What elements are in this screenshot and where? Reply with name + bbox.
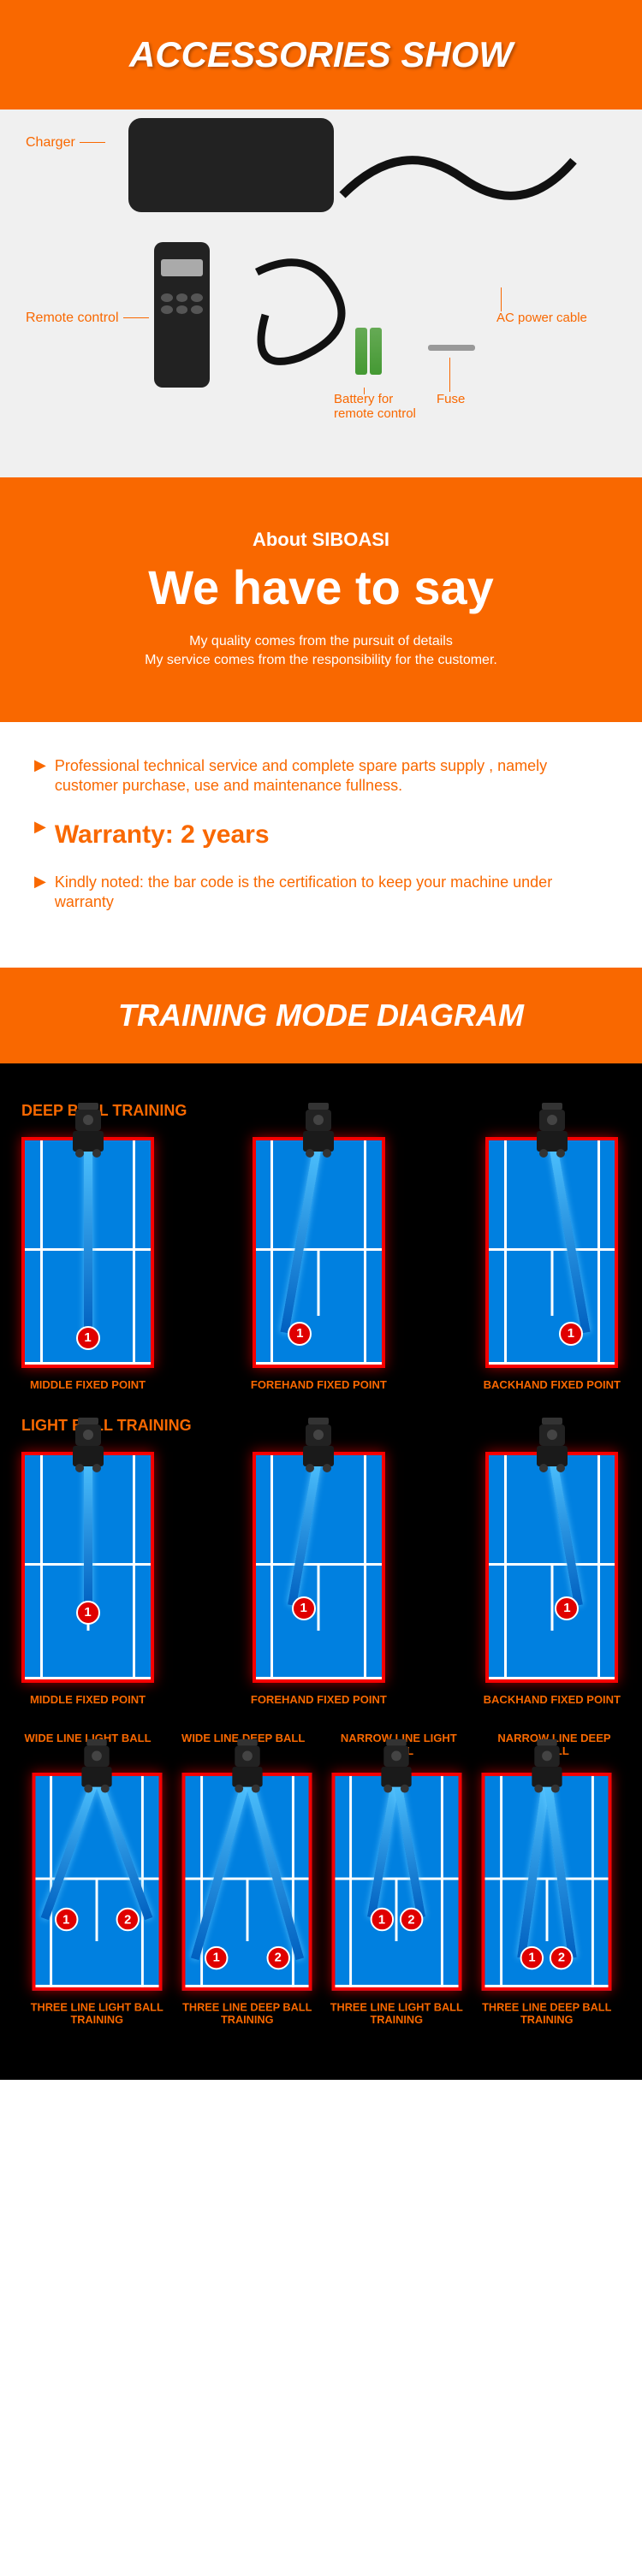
info-item-1: ▶ Professional technical service and com… <box>34 756 608 796</box>
accessories-photo-area: Charger Remote control Battery for remot… <box>0 110 642 477</box>
machine-icon <box>222 1735 272 1794</box>
arrow-icon: ▶ <box>34 873 46 891</box>
ac-line <box>501 287 502 311</box>
court-diagram: 12 <box>181 1773 312 1991</box>
about-title: We have to say <box>26 560 616 615</box>
light-courts-row: 1 MIDDLE FIXED POINT 1 FOREHAND FIXED PO… <box>21 1452 621 1706</box>
fuse-line <box>449 358 450 392</box>
about-desc2: My service comes from the responsibility… <box>26 651 616 670</box>
machine-icon <box>372 1735 422 1794</box>
machine-icon <box>521 1735 572 1794</box>
machine-icon <box>293 1413 344 1473</box>
court-label: THREE LINE DEEP BALL TRAINING <box>473 2001 619 2026</box>
info-item-3: ▶ Kindly noted: the bar code is the cert… <box>34 873 608 913</box>
machine-icon <box>526 1099 578 1158</box>
label-battery: Battery for remote control <box>334 392 416 421</box>
machine-icon <box>526 1413 578 1473</box>
about-desc1: My quality comes from the pursuit of det… <box>26 632 616 651</box>
machine-icon <box>293 1099 344 1158</box>
court-diagram: 12 <box>481 1773 611 1991</box>
training-header: TRAINING MODE DIAGRAM <box>0 968 642 1063</box>
court-diagram: 12 <box>32 1773 162 1991</box>
battery-line <box>364 388 365 394</box>
court-item: 1 MIDDLE FIXED POINT <box>21 1137 154 1391</box>
remote-shape <box>154 242 210 388</box>
battery-shape <box>355 328 382 375</box>
court-item: 12 THREE LINE DEEP BALL TRAINING <box>174 1773 319 2026</box>
court-diagram: 1 <box>485 1137 618 1368</box>
info-section: ▶ Professional technical service and com… <box>0 722 642 968</box>
accessories-header: ACCESSORIES SHOW <box>0 0 642 110</box>
court-diagram: 12 <box>331 1773 461 1991</box>
machine-icon <box>62 1099 114 1158</box>
court-label: MIDDLE FIXED POINT <box>30 1693 146 1706</box>
arrow-icon: ▶ <box>34 818 46 836</box>
court-item: 12 THREE LINE LIGHT BALL TRAINING <box>23 1773 171 2026</box>
court-label: FOREHAND FIXED POINT <box>251 1378 387 1391</box>
court-label: FOREHAND FIXED POINT <box>251 1693 387 1706</box>
court-diagram: 1 <box>253 1137 385 1368</box>
label-charger: Charger <box>26 135 105 151</box>
about-sub: About SIBOASI <box>26 529 616 551</box>
fuse-shape <box>428 345 475 351</box>
machine-icon <box>62 1413 114 1473</box>
court-label: BACKHAND FIXED POINT <box>484 1378 621 1391</box>
info-text-1: Professional technical service and compl… <box>55 756 608 796</box>
warranty-text: Warranty: 2 years <box>55 818 270 851</box>
court-item: 1 FOREHAND FIXED POINT <box>251 1452 387 1706</box>
court-item: 12 THREE LINE LIGHT BALL TRAINING <box>323 1773 471 2026</box>
court-item: 1 BACKHAND FIXED POINT <box>484 1452 621 1706</box>
court-diagram: 1 <box>21 1452 154 1683</box>
arrow-icon: ▶ <box>34 756 46 774</box>
machine-icon <box>72 1735 122 1794</box>
info-text-3: Kindly noted: the bar code is the certif… <box>55 873 608 913</box>
court-label: MIDDLE FIXED POINT <box>30 1378 146 1391</box>
court-label: THREE LINE DEEP BALL TRAINING <box>174 2001 319 2026</box>
court-item: 1 BACKHAND FIXED POINT <box>484 1137 621 1391</box>
court-diagram: 1 <box>21 1137 154 1368</box>
court-item: 1 MIDDLE FIXED POINT <box>21 1452 154 1706</box>
charger-shape <box>128 118 334 212</box>
training-body: DEEP BALL TRAINING 1 MIDDLE FIXED POINT … <box>0 1063 642 2080</box>
multi-courts-row: 12 THREE LINE LIGHT BALL TRAINING 12 THR… <box>21 1770 621 2028</box>
label-remote: Remote control <box>26 311 149 326</box>
court-label: THREE LINE LIGHT BALL TRAINING <box>323 2001 471 2026</box>
court-item: 1 FOREHAND FIXED POINT <box>251 1137 387 1391</box>
court-label: BACKHAND FIXED POINT <box>484 1693 621 1706</box>
about-section: About SIBOASI We have to say My quality … <box>0 477 642 722</box>
label-fuse: Fuse <box>437 392 465 406</box>
court-diagram: 1 <box>253 1452 385 1683</box>
accessories-title: ACCESSORIES SHOW <box>17 34 625 75</box>
deep-courts-row: 1 MIDDLE FIXED POINT 1 FOREHAND FIXED PO… <box>21 1137 621 1391</box>
label-ac: AC power cable <box>496 311 587 325</box>
court-diagram: 1 <box>485 1452 618 1683</box>
training-title: TRAINING MODE DIAGRAM <box>30 998 612 1033</box>
court-item: 12 THREE LINE DEEP BALL TRAINING <box>473 1773 619 2026</box>
court-label: THREE LINE LIGHT BALL TRAINING <box>23 2001 171 2026</box>
info-item-warranty: ▶ Warranty: 2 years <box>34 818 608 851</box>
